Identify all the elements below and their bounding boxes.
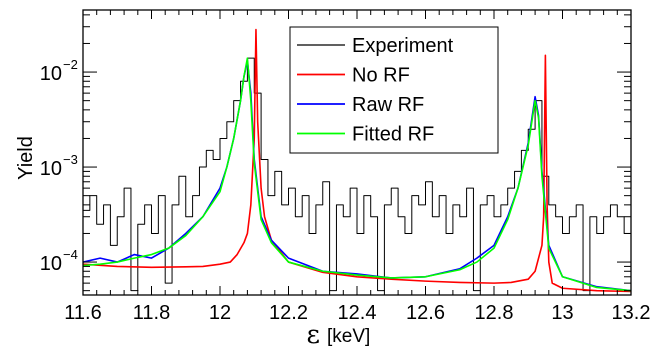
x-tick-label: 13	[551, 302, 573, 324]
legend-entry-fitted-rf: Fitted RF	[297, 124, 434, 146]
legend-box	[289, 26, 499, 154]
legend: Experiment No RF Raw RF Fitted RF	[289, 26, 499, 154]
x-tick-label: 12.2	[269, 302, 308, 324]
y-axis-title: Yield	[15, 136, 37, 180]
legend-label: Raw RF	[352, 94, 424, 116]
series-line-raw-rf	[83, 60, 631, 292]
legend-label: Experiment	[352, 35, 454, 57]
legend-entry-experiment: Experiment	[297, 35, 454, 57]
x-tick-label: 12.4	[338, 302, 377, 324]
y-tick-label-base: 10	[40, 63, 62, 85]
x-axis-title: ε [keV]	[307, 320, 371, 350]
y-tick-label: 10 −4	[40, 247, 78, 275]
x-tick-label: 11.6	[64, 302, 101, 324]
series-line-fitted-rf	[83, 57, 631, 292]
series-line-experiment	[83, 57, 631, 292]
legend-label: No RF	[352, 65, 410, 87]
x-tick-label: 11.8	[133, 302, 170, 324]
y-tick-label-base: 10	[40, 158, 62, 180]
x-axis-symbol: ε	[307, 320, 320, 350]
x-tick-label: 12.6	[406, 302, 445, 324]
y-tick-label: 10 −3	[40, 152, 78, 180]
y-tick-label-base: 10	[40, 253, 62, 275]
y-tick-label: 10 −2	[40, 57, 78, 85]
legend-entry-raw-rf: Raw RF	[297, 94, 424, 116]
y-tick-label-exponent: −4	[63, 247, 78, 262]
x-tick-label: 12.8	[475, 302, 514, 324]
legend-entry-no-rf: No RF	[297, 65, 410, 87]
y-tick-label-exponent: −2	[63, 57, 78, 72]
x-tick-label: 12	[209, 302, 231, 324]
x-axis-unit: [keV]	[327, 326, 370, 347]
legend-label: Fitted RF	[352, 124, 434, 146]
x-tick-label: 13.2	[612, 302, 650, 324]
y-tick-label-exponent: −3	[63, 152, 78, 167]
